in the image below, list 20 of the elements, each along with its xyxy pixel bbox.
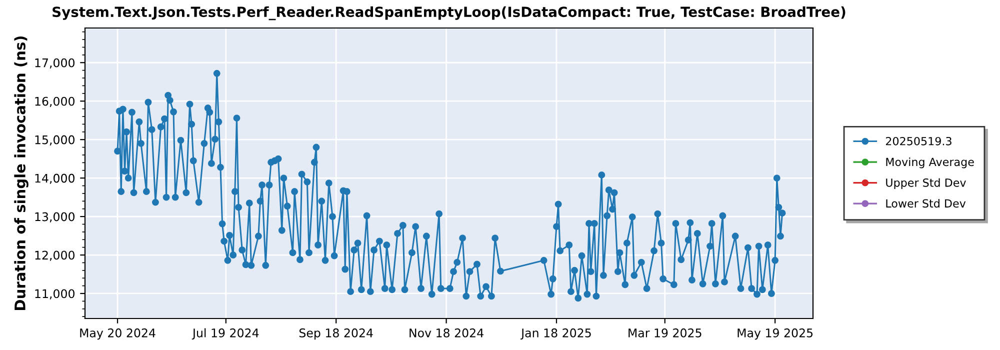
chart-title: System.Text.Json.Tests.Perf_Reader.ReadSpanEmptyLoop(IsDataCompact: True, TestCase: BroadTree) xyxy=(52,6,846,20)
legend-label: Moving Average xyxy=(886,157,974,168)
y-tick-label: 16,000 xyxy=(35,96,74,107)
y-tick-label: 15,000 xyxy=(35,135,74,146)
x-tick-label: Sep 18 2024 xyxy=(299,328,373,340)
legend-label: Lower Std Dev xyxy=(886,199,966,208)
y-tick-label: 13,000 xyxy=(35,212,74,222)
y-tick-label: 17,000 xyxy=(35,58,74,68)
y-tick-label: 14,000 xyxy=(35,174,74,184)
legend-label: 20250519.3 xyxy=(886,136,952,146)
x-tick-label: Jul 19 2024 xyxy=(192,328,259,340)
x-tick-label: Nov 18 2024 xyxy=(410,328,484,338)
x-tick-label: Mar 19 2025 xyxy=(628,328,702,338)
y-tick-label: 11,000 xyxy=(35,289,74,300)
y-axis-title: Duration of single invocation (ns) xyxy=(14,36,28,310)
y-tick-label: 12,000 xyxy=(35,250,74,261)
x-tick-label: Jan 18 2025 xyxy=(520,328,591,340)
legend-label: Upper Std Dev xyxy=(886,178,966,190)
x-tick-label: May 19 2025 xyxy=(738,328,813,340)
x-tick-label: May 20 2024 xyxy=(80,328,156,340)
